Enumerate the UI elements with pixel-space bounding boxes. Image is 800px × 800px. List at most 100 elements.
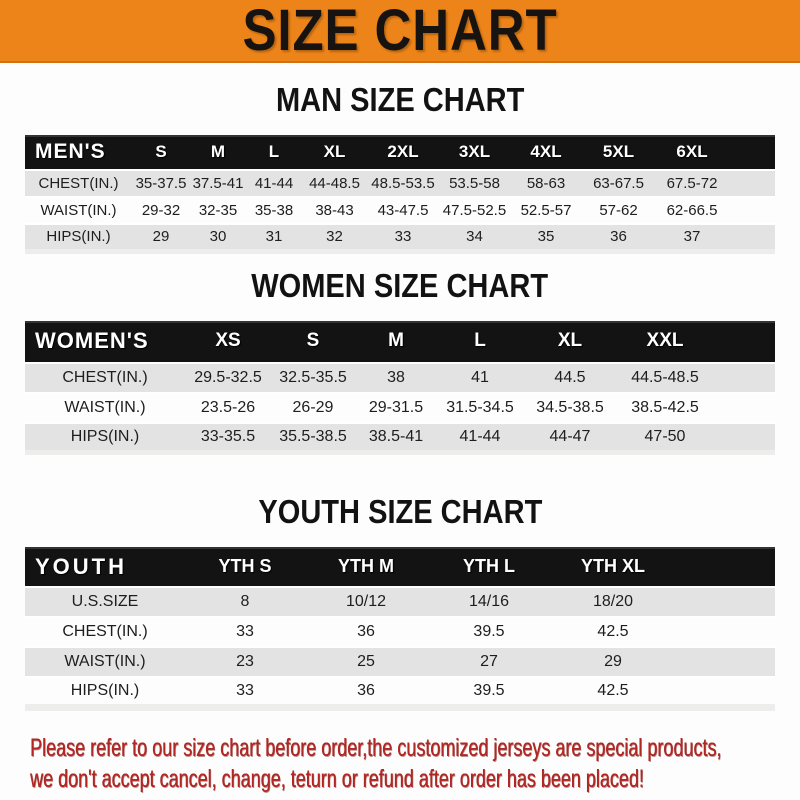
row-filler	[729, 224, 775, 251]
table-row: U.S.SIZE 8 10/12 14/16 18/20	[25, 587, 775, 617]
value-cell: 62-66.5	[666, 202, 718, 219]
men-size-chart-section: MAN SIZE CHART MEN'S S M L XL 2XL 3XL 4XL 5XL 6XL C…	[0, 63, 800, 254]
disclaimer-line-1: Please refer to our size chart before or…	[30, 733, 800, 764]
value-cell: 32.5-35.5	[279, 368, 347, 386]
value-cell: 41-44	[459, 427, 501, 445]
header-filler	[729, 135, 775, 170]
column-header: L	[268, 142, 280, 161]
column-header: 4XL	[530, 142, 562, 161]
value-cell: 37.5-41	[192, 175, 244, 192]
women-section-title: WOMEN SIZE CHART	[0, 266, 800, 304]
value-cell: 57-62	[599, 202, 638, 219]
men-header-row: MEN'S S M L XL 2XL 3XL 4XL 5XL 6XL	[25, 135, 775, 170]
women-corner-label: WOMEN'S	[35, 328, 149, 353]
header-filler	[713, 321, 775, 363]
women-size-chart-section: WOMEN SIZE CHART WOMEN'S XS S M L XL XXL CHEST(I…	[0, 254, 800, 455]
value-cell: 25	[357, 653, 375, 670]
row-filler	[675, 647, 775, 677]
column-header: M	[210, 142, 226, 161]
row-filler	[675, 677, 775, 707]
table-row: CHEST(IN.) 29.5-32.5 32.5-35.5 38 41 44.5 44.5…	[25, 362, 775, 393]
women-header-row: WOMEN'S XS S M L XL XXL	[25, 320, 775, 363]
men-corner-label: MEN'S	[35, 140, 106, 163]
column-header: XL	[557, 330, 583, 351]
value-cell: 33	[236, 623, 254, 640]
men-section-title-text: MAN SIZE CHART	[275, 81, 525, 118]
table-row: WAIST(IN.) 23.5-26 26-29 29-31.5 31.5-34.5 34…	[25, 392, 775, 423]
value-cell: 8	[240, 593, 250, 610]
column-header: L	[474, 330, 486, 351]
disclaimer-footer: Please refer to our size chart before or…	[30, 733, 800, 795]
youth-corner-label: YOUTH	[35, 553, 127, 579]
value-cell: 35	[537, 228, 555, 246]
value-cell: 29	[152, 228, 170, 246]
table-row: HIPS(IN.) 33-35.5 35.5-38.5 38.5-41 41-44 44-…	[25, 422, 775, 453]
value-cell: 32-35	[198, 202, 238, 219]
men-section-title: MAN SIZE CHART	[0, 83, 800, 117]
value-cell: 39.5	[473, 681, 505, 699]
value-cell: 33-35.5	[200, 427, 256, 445]
row-label-cell: HIPS(IN.)	[46, 228, 111, 246]
value-cell: 10/12	[345, 593, 387, 610]
value-cell: 34	[466, 228, 483, 246]
youth-size-chart-section: YOUTH SIZE CHART YOUTH YTH S YTH M YTH L YTH …	[0, 455, 800, 711]
value-cell: 47-50	[644, 427, 686, 445]
size-chart-banner: SIZE CHART	[0, 0, 800, 63]
value-cell: 38-43	[315, 202, 354, 219]
row-label-cell: WAIST(IN.)	[64, 653, 146, 670]
row-label-cell: WAIST(IN.)	[40, 202, 117, 219]
value-cell: 29-31.5	[368, 398, 424, 416]
table-row: HIPS(IN.) 33 36 39.5 42.5	[25, 677, 775, 707]
youth-section-title-text: YOUTH SIZE CHART	[258, 493, 542, 530]
value-cell: 31.5-34.5	[446, 398, 514, 416]
value-cell: 44-48.5	[309, 175, 360, 192]
header-filler	[675, 547, 775, 587]
women-size-table: WOMEN'S XS S M L XL XXL CHEST(IN.) 29.5-32.5 32.5…	[25, 320, 775, 455]
value-cell: 39.5	[473, 623, 505, 640]
column-header: XL	[323, 142, 346, 161]
row-label-cell: CHEST(IN.)	[38, 175, 119, 192]
row-filler	[729, 197, 775, 224]
disclaimer-line-2: we don't accept cancel, change, teturn o…	[30, 764, 800, 795]
value-cell: 35.5-38.5	[279, 427, 347, 445]
column-header: YTH M	[338, 556, 394, 576]
value-cell: 37	[683, 228, 701, 246]
women-section-title-text: WOMEN SIZE CHART	[251, 266, 549, 304]
value-cell: 36	[610, 228, 627, 246]
column-header: YTH L	[463, 556, 515, 576]
value-cell: 41	[471, 368, 489, 386]
value-cell: 53.5-58	[449, 175, 500, 192]
value-cell: 35-37.5	[135, 175, 187, 192]
column-header: S	[155, 142, 167, 161]
row-label-cell: WAIST(IN.)	[64, 398, 146, 416]
table-row: WAIST(IN.) 23 25 27 29	[25, 647, 775, 677]
men-size-table: MEN'S S M L XL 2XL 3XL 4XL 5XL 6XL CHEST(IN.) 35-37…	[25, 135, 775, 254]
youth-size-table: YOUTH YTH S YTH M YTH L YTH XL U.S.SIZE 8 10/12…	[25, 547, 775, 711]
value-cell: 30	[209, 228, 227, 246]
youth-section-title: YOUTH SIZE CHART	[0, 495, 800, 529]
row-label-cell: CHEST(IN.)	[62, 368, 148, 386]
value-cell: 38	[387, 368, 405, 386]
value-cell: 58-63	[526, 175, 566, 192]
value-cell: 44.5-48.5	[631, 368, 699, 386]
value-cell: 38.5-41	[368, 427, 424, 445]
value-cell: 44-47	[549, 427, 591, 445]
value-cell: 33	[236, 681, 254, 699]
column-header: S	[306, 330, 320, 351]
value-cell: 42.5	[597, 681, 629, 699]
banner-title: SIZE CHART	[242, 0, 558, 63]
row-filler	[713, 423, 775, 453]
youth-header-row: YOUTH YTH S YTH M YTH L YTH XL	[25, 547, 775, 587]
value-cell: 14/16	[468, 593, 510, 610]
value-cell: 26-29	[292, 398, 334, 416]
value-cell: 48.5-53.5	[371, 175, 435, 192]
column-header: XS	[215, 330, 241, 351]
column-header: 3XL	[458, 142, 491, 161]
value-cell: 34.5-38.5	[536, 398, 604, 416]
value-cell: 44.5	[554, 368, 586, 386]
row-filler	[729, 170, 775, 197]
disclaimer-line-2-text: we don't accept cancel, change, teturn o…	[30, 764, 644, 793]
value-cell: 35-38	[254, 202, 294, 219]
value-cell: 36	[357, 681, 375, 699]
value-cell: 23	[236, 653, 254, 670]
